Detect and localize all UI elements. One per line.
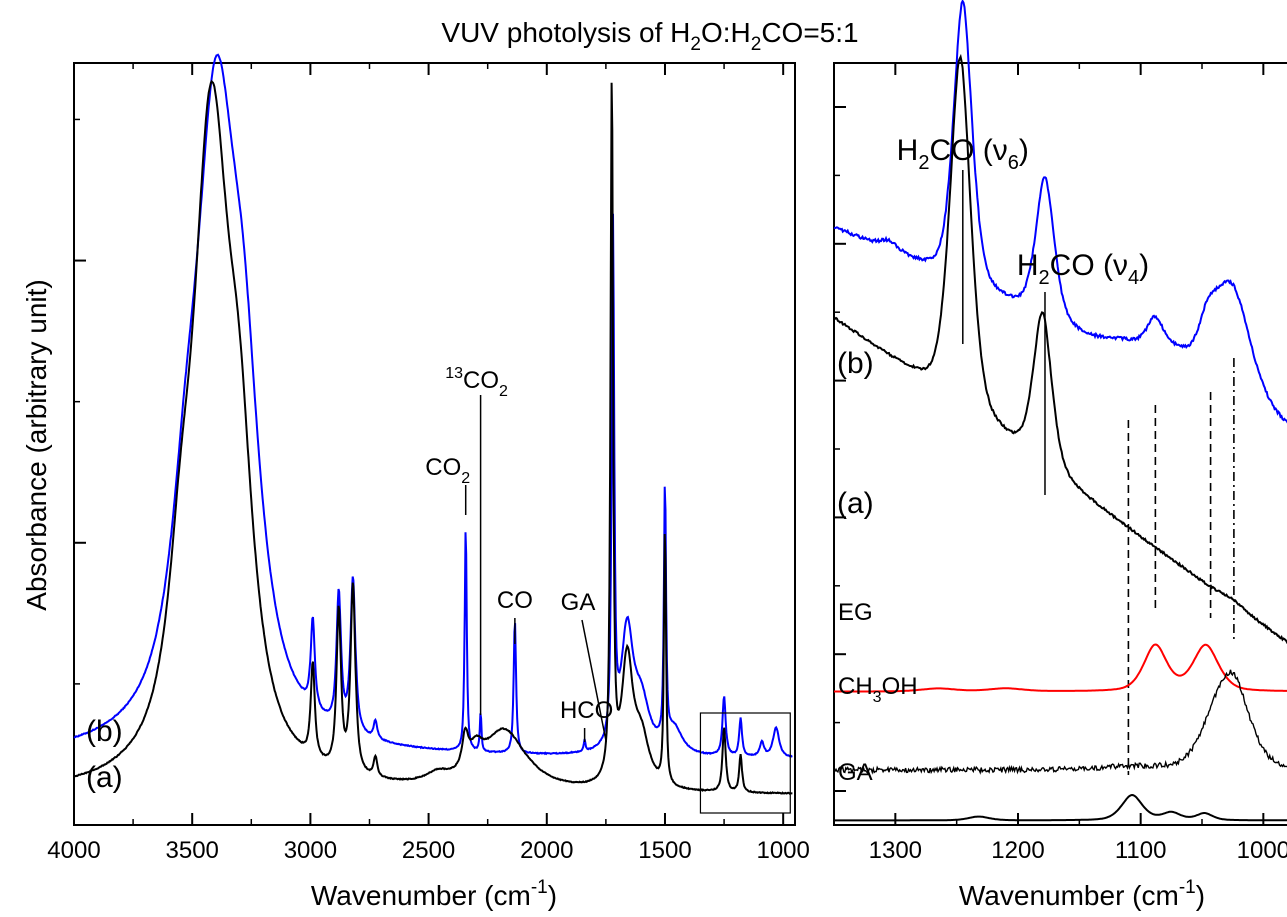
right-x-tick-label: 1000	[1237, 837, 1287, 864]
co-label: CO	[497, 587, 533, 614]
left-y-axis-title: Absorbance (arbitrary unit)	[21, 279, 52, 610]
h2co-v6-label: H2CO (ν6)	[897, 134, 1029, 174]
co2-label: CO2	[425, 454, 470, 487]
right-series-b-line	[833, 0, 1287, 424]
h2co-v4-label: H2CO (ν4)	[1017, 249, 1149, 289]
left-x-tick-label: 3000	[284, 837, 337, 864]
left-x-tick-label: 1000	[756, 837, 809, 864]
left-x-tick-label: 4000	[47, 837, 100, 864]
right-label-ga: GA	[838, 759, 873, 786]
right-plot-frame	[833, 62, 1287, 826]
right-ticks: 1300 1200 1100 1000	[834, 63, 1287, 864]
right-series-ga-line	[834, 793, 1287, 822]
ga-marker-line	[581, 619, 607, 743]
left-curve-label-b: (b)	[86, 715, 123, 748]
left-x-tick-label: 2000	[520, 837, 573, 864]
left-x-tick-label: 2500	[402, 837, 455, 864]
left-series-b-line	[73, 53, 793, 758]
right-x-tick-label: 1100	[1115, 837, 1167, 864]
left-x-tick-label: 1500	[638, 837, 691, 864]
left-panel: 4000 3500 3000 2500 2000 1500 1000 (b) (a) CO2 13…	[21, 53, 810, 911]
right-label-b: (b)	[837, 347, 874, 380]
left-x-axis-title: Wavenumber (cm-1)	[311, 877, 557, 911]
left-series-a-line	[73, 79, 793, 795]
right-label-eg: EG	[838, 599, 873, 626]
left-curve-label-a: (a)	[86, 761, 123, 794]
left-series	[73, 53, 793, 795]
co2-13-label: 13CO2	[445, 365, 508, 400]
right-series	[833, 0, 1287, 822]
figure-title: VUV photolysis of H2O:H2CO=5:1	[441, 17, 858, 55]
right-annotations: H2CO (ν6) H2CO (ν4) (b) (a) EG CH3OH GA	[837, 134, 1149, 786]
right-panel: 1300 1200 1100 1000 H2CO (ν6) H2CO (ν4) (b) (a…	[833, 0, 1287, 911]
right-dashed-markers	[1127, 358, 1235, 775]
left-ticks: 4000 3500 3000 2500 2000 1500 1000	[47, 63, 810, 864]
hco-label: HCO	[560, 697, 613, 724]
ga-label: GA	[561, 589, 596, 616]
left-plot-frame	[73, 62, 796, 826]
right-x-tick-label: 1200	[991, 837, 1044, 864]
right-label-ch3oh: CH3OH	[838, 673, 918, 706]
left-x-tick-label: 3500	[166, 837, 219, 864]
left-annotations: (b) (a) CO2 13CO2 CO HCO GA	[86, 365, 613, 794]
right-label-a: (a)	[837, 487, 874, 520]
right-series-ch3oh-line	[833, 669, 1287, 775]
right-x-axis-title: Wavenumber (cm-1)	[959, 877, 1205, 911]
right-x-tick-label: 1300	[869, 837, 922, 864]
right-series-a-line	[833, 53, 1287, 644]
zoom-region-box	[699, 712, 791, 814]
right-series-eg-line	[834, 643, 1287, 693]
